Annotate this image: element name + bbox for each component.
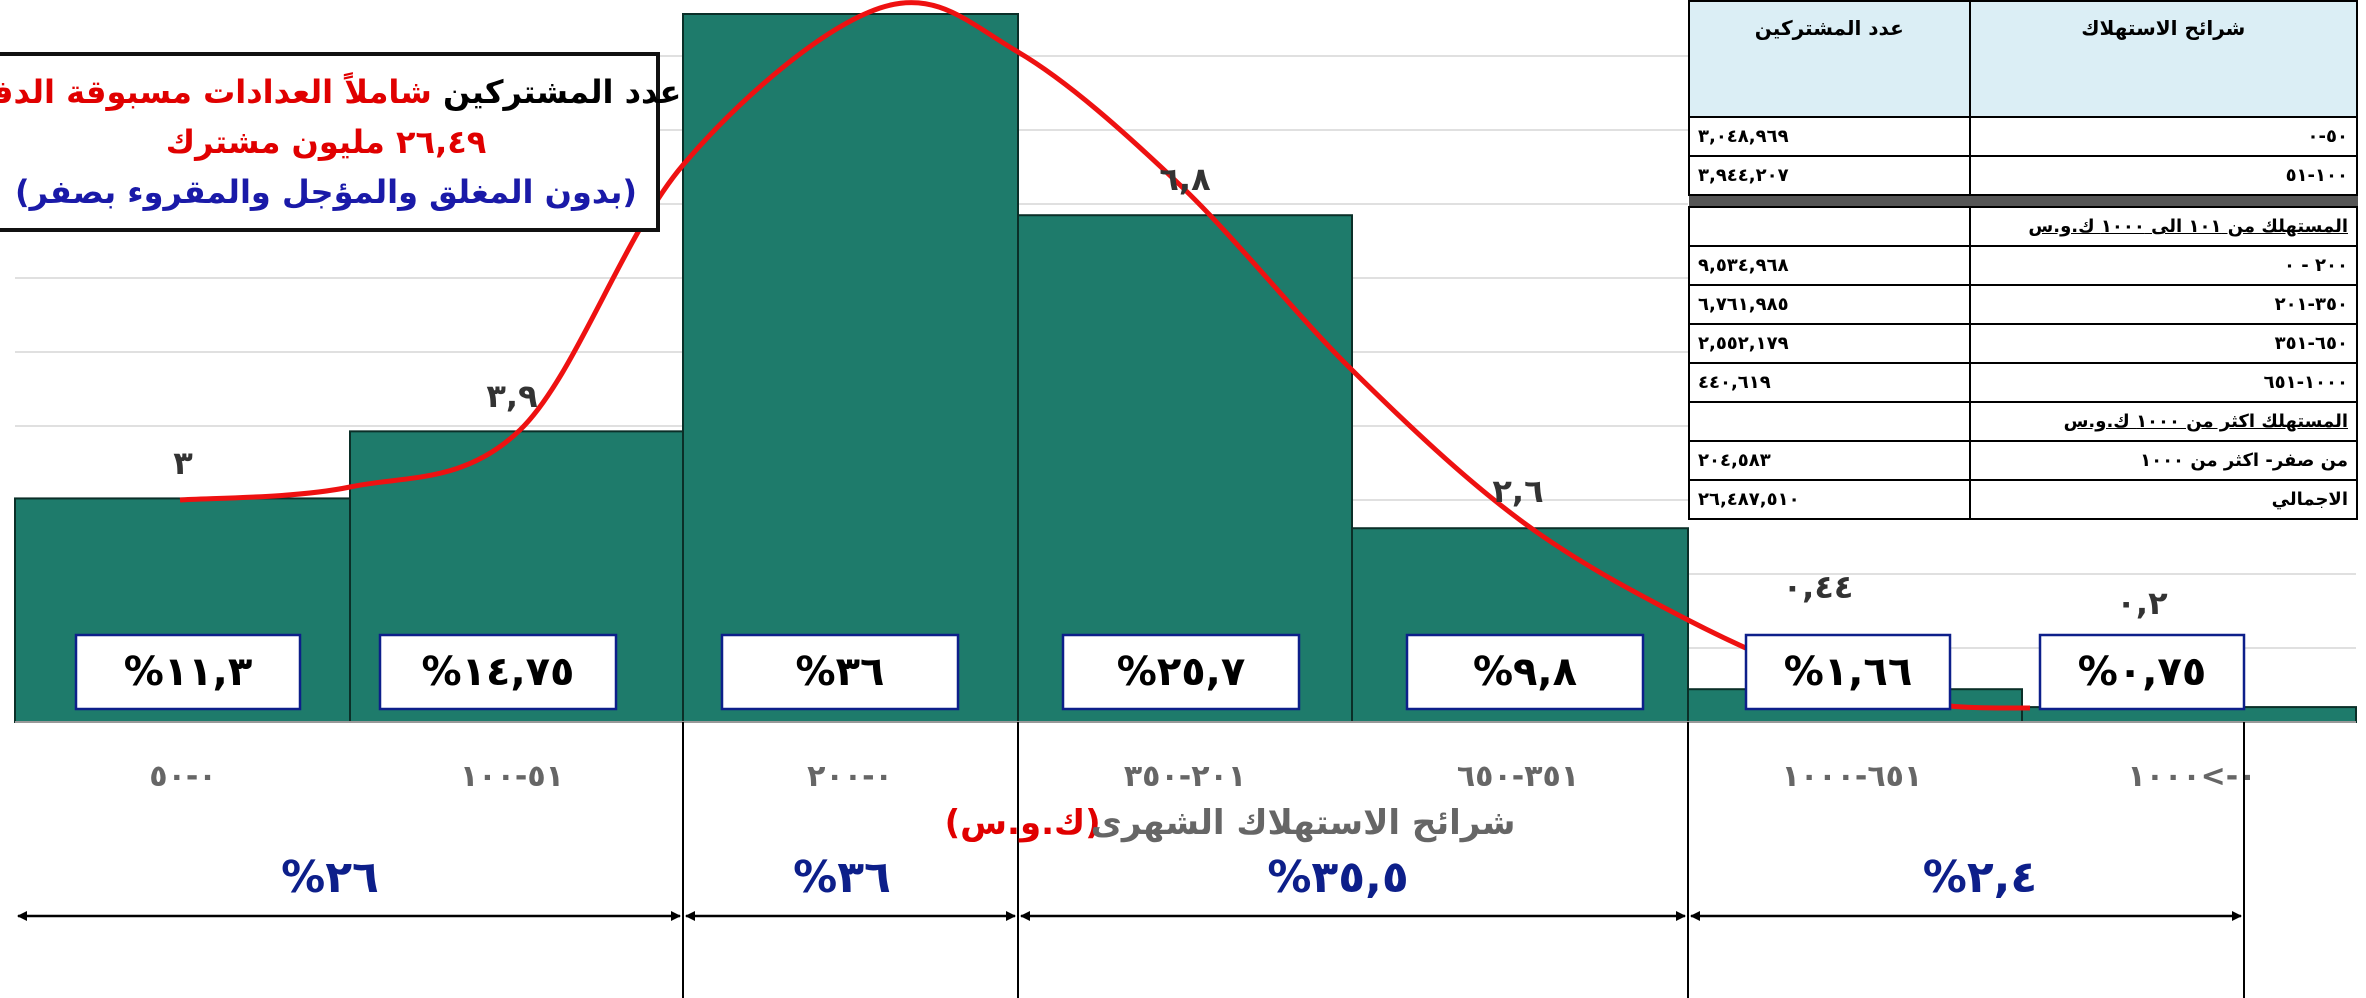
title-line-1: عدد المشتركين شاملاً العدادات مسبوقة الد…	[0, 67, 681, 117]
table-cell-range: الاجمالي	[1968, 479, 2359, 520]
group-arrows: %٢٦ %٣٦ %٣٥,٥ %٢,٤	[17, 852, 2242, 921]
tick-label: ٠-٥٠	[149, 759, 216, 794]
table-row: الاجمالي ٢٦,٤٨٧,٥١٠	[1688, 479, 2359, 520]
percent-label: %٢٥,٧	[1117, 649, 1246, 695]
title-box: عدد المشتركين شاملاً العدادات مسبوقة الد…	[0, 52, 681, 232]
tick-label: ٦٥١-١٠٠٠	[1782, 759, 1923, 794]
value-label: ٣,٩	[486, 377, 537, 415]
percent-box	[74, 633, 302, 711]
table-separator-cell	[1688, 194, 2358, 208]
percent-label: %٣٦	[796, 649, 885, 695]
table-header-row: شرائح الاستهلاك عدد المشتركين	[1688, 0, 2359, 118]
value-label: ٦,٨	[1159, 160, 1211, 198]
x-axis-label-main: شرائح الاستهلاك الشهرى	[1091, 803, 1516, 843]
table-section-empty	[1688, 206, 1971, 247]
table-row: ٥٠-٠ ٣,٠٤٨,٩٦٩	[1688, 116, 2359, 157]
percent-box	[720, 633, 960, 711]
table-cell-count: ٩,٥٣٤,٩٦٨	[1688, 245, 1971, 286]
table-cell-count: ٦,٧٦١,٩٨٥	[1688, 284, 1971, 325]
table-cell-range: ١٠٠٠-٦٥١	[1968, 362, 2359, 403]
tick-label: ٢٠١-٣٥٠	[1124, 759, 1246, 794]
percent-box	[1744, 633, 1952, 711]
table-row: ٦٥٠-٣٥١ ٢,٥٥٢,١٧٩	[1688, 323, 2359, 364]
percent-box	[1061, 633, 1301, 711]
table-row: ١٠٠-٥١ ٣,٩٤٤,٢٠٧	[1688, 155, 2359, 196]
tick-label: ٣٥١-٦٥٠	[1457, 759, 1579, 794]
title-line-3: (بدون المغلق والمؤجل والمقروء بصفر)	[15, 173, 637, 211]
title-line-2: ٢٦,٤٩ مليون مشترك	[165, 123, 487, 161]
group-label: %٣٥,٥	[1267, 852, 1408, 903]
table-cell-count: ٢,٥٥٢,١٧٩	[1688, 323, 1971, 364]
bar	[682, 13, 1019, 723]
table-cell-count: ٢٠٤,٥٨٣	[1688, 440, 1971, 481]
tick-labels: ٠-٥٠ ٥١-١٠٠ ٠-٢٠٠ ٢٠١-٣٥٠ ٣٥١-٦٥٠ ٦٥١-١٠٠٠ ٠->…	[149, 722, 2256, 998]
group-label: %٢,٤	[1923, 852, 2038, 903]
percent-label: %٠,٧٥	[2078, 649, 2207, 695]
percent-label: %١٤,٧٥	[422, 649, 575, 695]
table-section-label: المستهلك من ١٠١ الى ١٠٠٠ ك.و.س	[1968, 206, 2359, 247]
value-labels: ٣ ٣,٩ ٦,٨ ٢,٦ ٠,٤٤ ٠,٢	[173, 160, 2168, 622]
subscribers-table: شرائح الاستهلاك عدد المشتركين ٥٠-٠ ٣,٠٤٨,…	[1688, 0, 2359, 520]
value-label: ٢,٦	[1492, 472, 1543, 510]
table-cell-range: من صفر- اكثر من ١٠٠٠	[1968, 440, 2359, 481]
percent-label: %١,٦٦	[1784, 649, 1913, 695]
table-cell-count: ٣,٠٤٨,٩٦٩	[1688, 116, 1971, 157]
percent-label: %٩,٨	[1473, 649, 1577, 695]
value-label: ٠,٤٤	[1783, 568, 1854, 606]
percent-box	[2038, 633, 2246, 711]
table-cell-count: ٣,٩٤٤,٢٠٧	[1688, 155, 1971, 196]
table-header-count: عدد المشتركين	[1688, 0, 1971, 118]
percent-boxes: %١١,٣ %١٤,٧٥ %٣٦ %٢٥,٧ %٩,٨ %١,٦٦ %٠,٧٥	[74, 633, 2246, 711]
x-axis-label-unit: (ك.و.س)	[945, 803, 1101, 843]
table-row: ١٠٠٠-٦٥١ ٤٤٠,٦١٩	[1688, 362, 2359, 403]
table-header-range: شرائح الاستهلاك	[1968, 0, 2359, 118]
table-separator	[1688, 194, 2358, 208]
table-cell-range: ٣٥٠-٢٠١	[1968, 284, 2359, 325]
table-cell-count: ٢٦,٤٨٧,٥١٠	[1688, 479, 1971, 520]
table-cell-range: ٥٠-٠	[1968, 116, 2359, 157]
table-section-label: المستهلك اكثر من ١٠٠٠ ك.و.س	[1968, 401, 2359, 442]
tick-label: ٠->١٠٠٠	[2127, 759, 2256, 794]
group-label: %٣٦	[793, 852, 891, 903]
table-section-empty	[1688, 401, 1971, 442]
tick-label: ٠-٢٠٠	[807, 759, 893, 794]
table-row: ٣٥٠-٢٠١ ٦,٧٦١,٩٨٥	[1688, 284, 2359, 325]
tick-label: ٥١-١٠٠	[460, 759, 564, 794]
table-row: من صفر- اكثر من ١٠٠٠ ٢٠٤,٥٨٣	[1688, 440, 2359, 481]
table-cell-range: ٦٥٠-٣٥١	[1968, 323, 2359, 364]
percent-box	[1405, 633, 1645, 711]
percent-label: %١١,٣	[124, 649, 253, 695]
x-axis-label: شرائح الاستهلاك الشهرى(ك.و.س)	[945, 803, 1516, 843]
table-section-row: المستهلك اكثر من ١٠٠٠ ك.و.س	[1688, 401, 2359, 442]
table-cell-range: ١٠٠-٥١	[1968, 155, 2359, 196]
group-label: %٢٦	[281, 852, 379, 903]
title-line-1-red: شاملاً العدادات مسبوقة الدفع	[0, 73, 432, 111]
title-line-1-black: عدد المشتركين	[443, 73, 682, 111]
value-label: ٣	[173, 444, 193, 482]
percent-box	[378, 633, 618, 711]
table-cell-count: ٤٤٠,٦١٩	[1688, 362, 1971, 403]
table-section-row: المستهلك من ١٠١ الى ١٠٠٠ ك.و.س	[1688, 206, 2359, 247]
value-label: ٠,٢	[2116, 584, 2168, 622]
table-row: ٢٠٠ - ٠ ٩,٥٣٤,٩٦٨	[1688, 245, 2359, 286]
table-cell-range: ٢٠٠ - ٠	[1968, 245, 2359, 286]
